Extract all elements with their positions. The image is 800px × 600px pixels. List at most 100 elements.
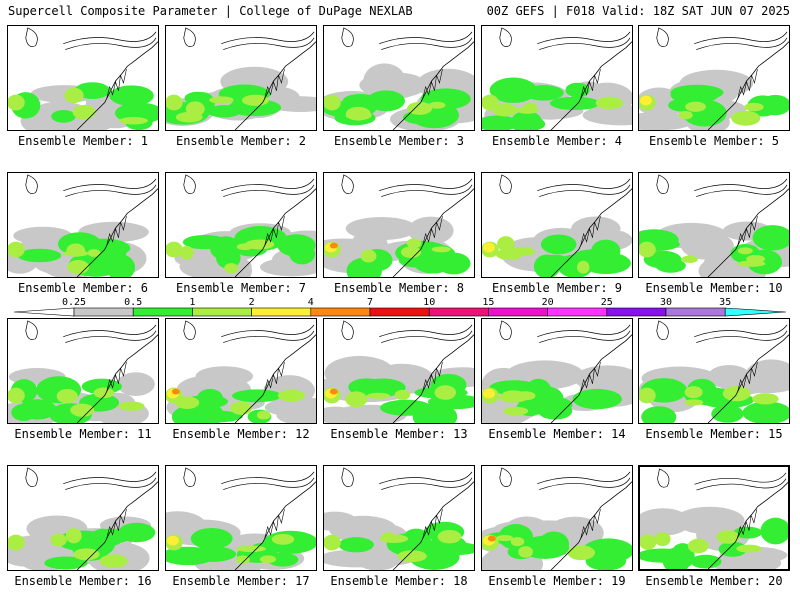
ensemble-map-panel[interactable] [165,172,317,278]
ensemble-map-panel[interactable] [638,465,790,571]
scp-green-region [521,117,546,130]
scp-green-region [412,403,458,423]
scp-green-region [581,252,631,275]
chesapeake-bay-outline [422,509,443,539]
scp-lightgreen-region [684,399,704,406]
scp-green-region [106,254,136,277]
ensemble-map-panel[interactable] [7,318,159,424]
scp-green-region [403,528,429,545]
ensemble-member-label: Ensemble Member: 17 [172,574,310,588]
scp-green-region [184,91,210,105]
scp-field-map [166,174,316,277]
scp-green-region [403,110,442,125]
colorbar-segment [251,307,312,317]
scp-lightgreen-region [345,110,372,121]
colorbar-tick-label: 30 [660,297,672,308]
east-coastline [707,41,789,130]
scp-lightgreen-region [118,401,145,411]
great-lakes-outline [381,477,473,490]
scp-green-region [227,99,282,117]
chesapeake-bay-outline [580,69,601,99]
ensemble-member-label: Ensemble Member: 5 [648,134,780,148]
scp-green-region [572,388,622,410]
scp-green-region [718,541,747,557]
scp-lightgreen-region [744,102,764,112]
colorbar-tick-label: 0.25 [62,297,86,308]
scp-green-region [489,77,537,103]
ensemble-map-panel[interactable] [638,25,790,131]
ensemble-map-panel[interactable] [481,25,633,131]
great-lakes-outline [223,330,315,343]
scp-lightgreen-region [345,391,368,408]
chesapeake-bay-outline [264,362,285,392]
scp-green-region [690,554,722,569]
scp-west-max [166,94,183,111]
great-lakes-outline [539,330,631,343]
scp-lightgreen-region [230,401,253,415]
scp-west-peak [329,242,338,249]
scp-green-region [359,378,406,397]
scp-lightgreen-region [224,263,239,274]
scp-lightgreen-region [56,388,78,404]
colorbar-tick-label: 15 [482,297,494,308]
colorbar-tick-label: 2 [249,297,255,308]
great-lakes-outline [694,178,788,191]
great-lakes-outline [221,471,315,484]
chesapeake-bay-outline [422,216,443,246]
colorbar-tick-label: 7 [367,297,373,308]
scp-lightgreen-region [752,393,779,405]
great-lakes-outline [221,31,315,44]
colorbar-segment [488,307,548,317]
scp-lightgreen-region [394,389,411,400]
lake-michigan-outline [25,27,38,47]
ensemble-map-panel[interactable] [323,318,475,424]
scp-grey-region [195,366,253,387]
run-valid-time: 00Z GEFS | F018 Valid: 18Z SAT JUN 07 20… [486,4,790,18]
ensemble-map-panel[interactable] [638,318,790,424]
ensemble-map-panel[interactable] [7,465,159,571]
scp-green-region [338,537,374,553]
ensemble-map-panel[interactable] [638,172,790,278]
ensemble-map-panel[interactable] [323,172,475,278]
ensemble-map-panel[interactable] [165,465,317,571]
scp-green-region [166,546,215,566]
colorbar-tick-label: 0.5 [124,297,142,308]
scp-green-region [412,249,454,274]
great-lakes-outline [696,330,788,343]
ensemble-map-panel[interactable] [7,172,159,278]
scp-green-region [18,399,57,420]
scp-lightgreen-region [64,87,84,104]
lake-michigan-outline [341,27,354,47]
east-coastline [234,188,316,277]
lake-michigan-outline [341,174,354,194]
chesapeake-bay-outline [422,69,443,99]
ensemble-map-panel[interactable] [165,25,317,131]
ensemble-map-panel[interactable] [7,25,159,131]
ensemble-map-panel[interactable] [481,318,633,424]
scp-west-max [8,94,25,111]
east-coastline [707,482,788,569]
east-coastline [76,41,158,130]
ensemble-map-panel[interactable] [323,465,475,571]
lake-michigan-outline [341,467,354,487]
colorbar-right-arrow [724,307,786,317]
ensemble-map-panel[interactable] [481,465,633,571]
scp-lightgreen-region [50,533,67,547]
lake-michigan-outline [499,467,512,487]
scp-green-region [742,401,789,423]
scp-lightgreen-region [236,555,250,564]
ensemble-map-panel[interactable] [481,172,633,278]
scp-lightgreen-region [654,532,671,547]
scp-lightgreen-region [277,389,306,402]
great-lakes-outline [696,478,787,491]
colorbar-left-arrow [14,307,75,317]
scp-green-region [210,236,242,261]
great-lakes-outline [379,471,473,484]
scp-lightgreen-region [72,104,96,120]
lake-michigan-outline [25,320,38,340]
ensemble-map-panel[interactable] [165,318,317,424]
scp-west-max [639,387,656,404]
scp-west-peak [487,535,496,542]
ensemble-map-panel[interactable] [323,25,475,131]
great-lakes-outline [221,178,315,191]
